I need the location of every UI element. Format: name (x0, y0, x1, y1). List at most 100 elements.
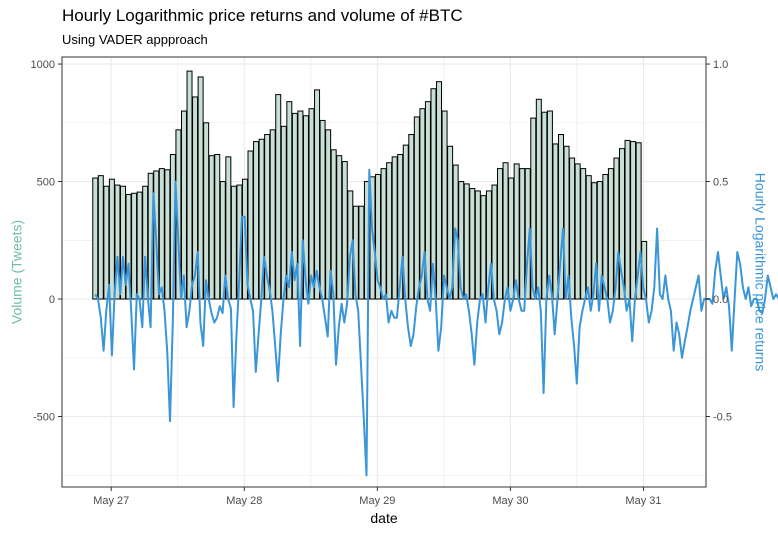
volume-bar (552, 143, 559, 300)
left-tick-label: -500 (33, 412, 55, 424)
volume-bar (253, 141, 260, 300)
plot-border (61, 56, 707, 488)
volume-bar (208, 155, 215, 300)
right-axis-title: Hourly Logarithmic price returns (752, 173, 768, 371)
volume-bar (230, 185, 237, 300)
volume-bar (413, 116, 420, 300)
volume-bar (569, 157, 576, 300)
volume-bar (497, 168, 504, 300)
bars-layer (92, 70, 648, 300)
volume-bar (197, 76, 204, 300)
volume-bar (624, 139, 631, 300)
volume-bar (607, 168, 614, 300)
volume-bar (341, 161, 348, 300)
x-axis-title: date (370, 510, 397, 526)
volume-bar (236, 184, 243, 300)
volume-bar (546, 110, 553, 300)
volume-bar (280, 125, 287, 300)
volume-bar (469, 188, 476, 300)
volume-bar (192, 96, 199, 300)
volume-bar (358, 205, 365, 300)
volume-bar (92, 177, 99, 300)
volume-bar (391, 156, 398, 300)
volume-bar (119, 185, 126, 300)
returns-line (94, 168, 778, 477)
volume-bar (103, 185, 110, 300)
volume-bar (214, 154, 221, 300)
volume-bar (580, 168, 587, 300)
volume-bar (408, 134, 415, 300)
left-axis-ticks: -500 0 500 1000 (31, 59, 62, 424)
volume-bar (585, 175, 592, 300)
volume-bar (591, 182, 598, 300)
volume-bar (114, 184, 121, 300)
volume-bar (558, 134, 564, 300)
x-tick-label: May 30 (492, 495, 528, 507)
volume-bar (485, 190, 492, 300)
volume-bar (463, 183, 470, 300)
volume-bar (291, 112, 298, 300)
volume-bar (480, 195, 487, 300)
volume-bar (474, 190, 481, 300)
volume-bar (158, 168, 165, 300)
left-tick-label: 0 (49, 294, 55, 306)
volume-bar (502, 162, 509, 300)
left-tick-label: 500 (37, 177, 55, 189)
right-tick-label: 0.5 (713, 177, 728, 189)
volume-bar (286, 101, 293, 300)
volume-bar (530, 117, 537, 300)
volume-bar (180, 110, 187, 300)
x-tick-label: May 31 (625, 495, 661, 507)
left-axis-title: Volume (Tweets) (9, 220, 25, 324)
volume-bar (131, 192, 138, 300)
volume-bar (264, 134, 271, 300)
volume-bar (441, 110, 448, 300)
volume-bar (630, 141, 637, 300)
volume-bar (635, 142, 642, 300)
volume-bar (319, 119, 326, 300)
x-tick-label: May 28 (226, 495, 262, 507)
volume-bar (175, 129, 182, 300)
volume-bar (602, 173, 609, 300)
volume-bar (164, 169, 171, 300)
volume-bar (419, 108, 426, 300)
volume-bar (97, 175, 104, 300)
right-tick-label: 1.0 (713, 59, 728, 71)
volume-bar (308, 108, 315, 300)
volume-bar (380, 168, 387, 300)
volume-bar (618, 148, 625, 300)
volume-bar (535, 98, 542, 300)
right-tick-label: -0.5 (713, 412, 732, 424)
volume-bar (375, 173, 382, 300)
volume-bar (386, 162, 393, 300)
volume-bar (436, 81, 443, 300)
volume-bar (541, 111, 548, 300)
x-tick-label: May 29 (359, 495, 395, 507)
volume-bar (519, 168, 526, 300)
volume-bar (203, 122, 210, 300)
volume-bar (275, 94, 282, 300)
x-axis-ticks: May 27 May 28 May 29 May 30 May 31 (93, 487, 662, 507)
volume-bar (136, 191, 143, 300)
volume-bar (125, 193, 132, 300)
right-tick-label: 0.0 (713, 294, 728, 306)
volume-bar (513, 163, 520, 300)
chart-subtitle: Using VADER appproach (62, 32, 208, 47)
volume-bar (508, 177, 515, 300)
left-tick-label: 1000 (31, 59, 55, 71)
volume-bar (225, 156, 232, 300)
volume-bar (314, 89, 321, 300)
volume-bar (613, 157, 620, 300)
volume-bar (108, 178, 115, 300)
volume-bar (574, 163, 581, 300)
volume-bar (247, 150, 254, 300)
x-tick-label: May 27 (93, 495, 129, 507)
volume-bar (325, 129, 332, 300)
volume-bar (430, 88, 437, 300)
volume-bar (186, 70, 193, 300)
volume-bar (397, 154, 404, 300)
volume-bar (302, 115, 309, 300)
volume-bar (269, 129, 276, 300)
right-axis-ticks: -0.5 0.0 0.5 1.0 (706, 59, 732, 424)
